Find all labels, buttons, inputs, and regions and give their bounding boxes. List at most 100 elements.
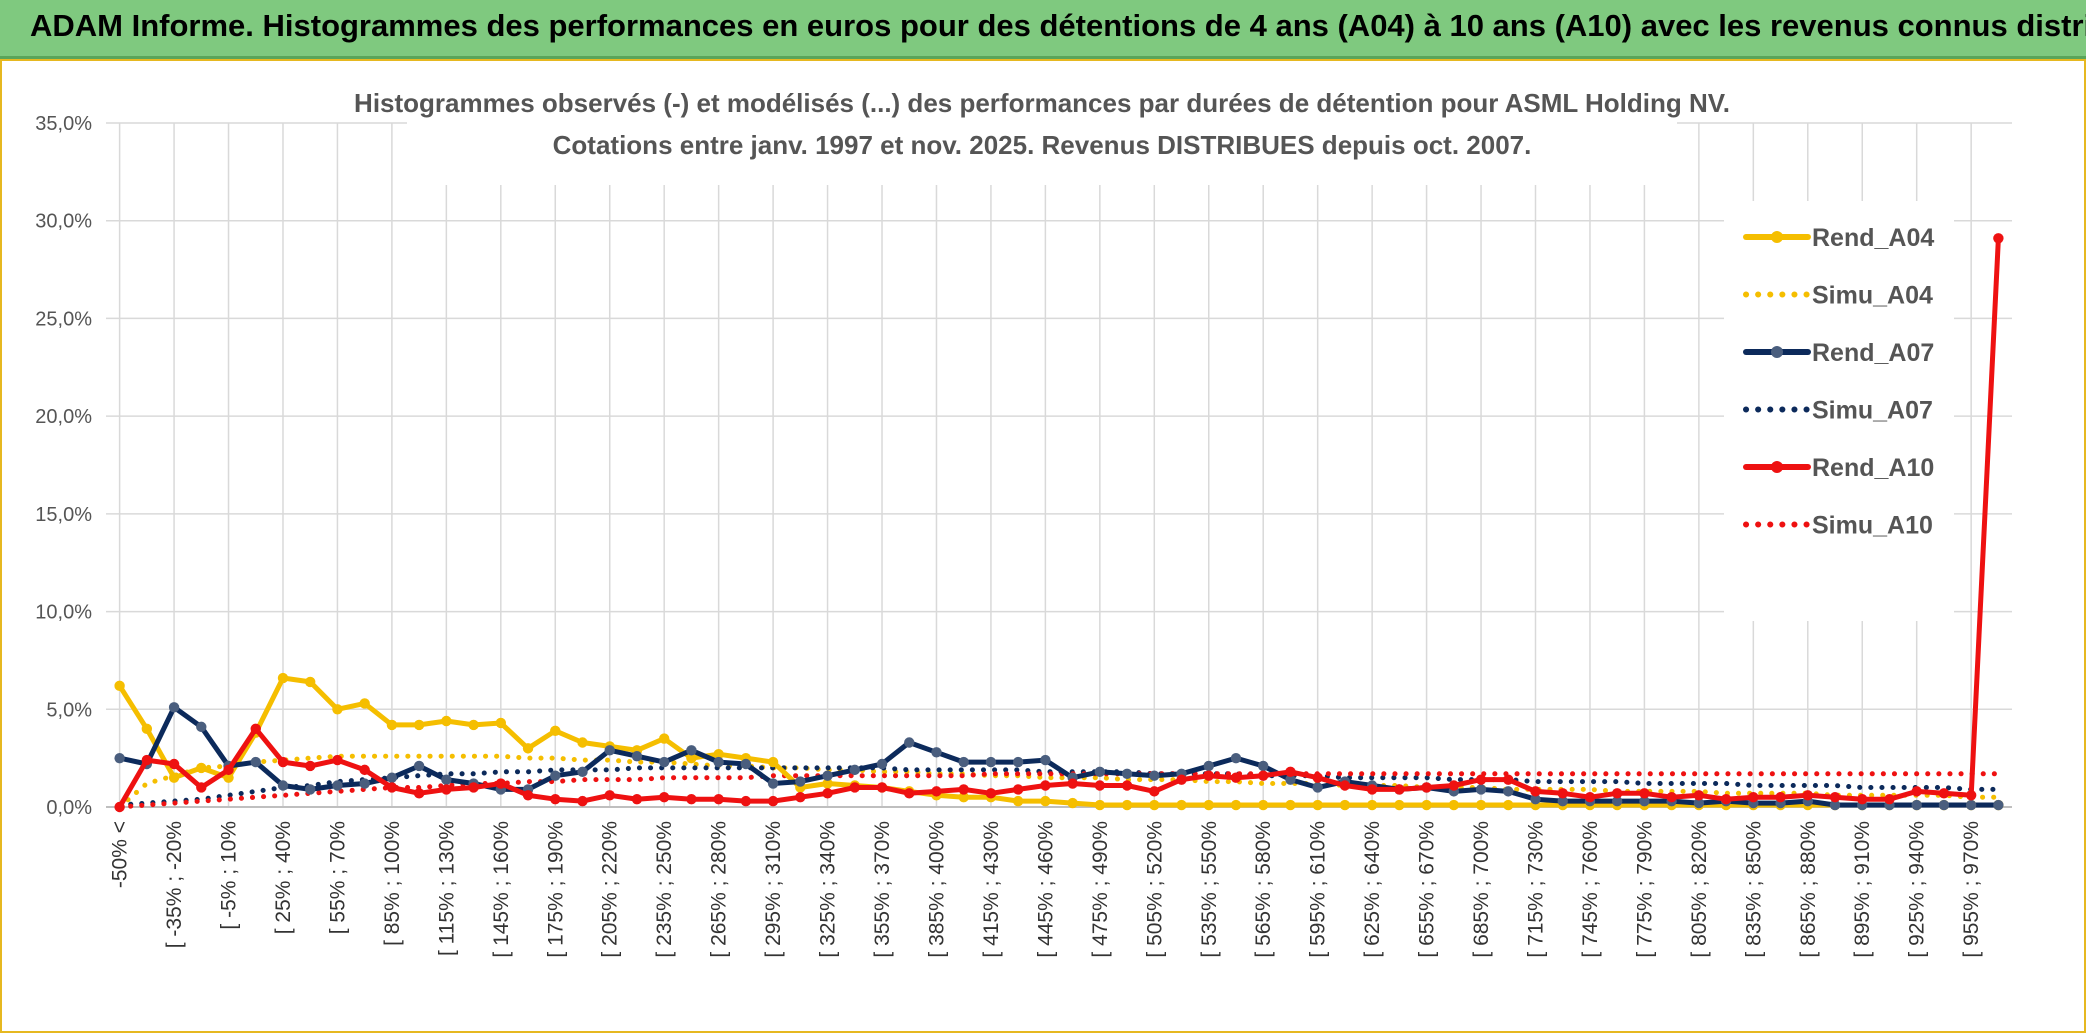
- data-point-Rend_A10: [1094, 780, 1106, 791]
- data-point-Rend_A10: [849, 782, 860, 793]
- data-point-Rend_A07: [1121, 768, 1133, 779]
- x-tick-label: [ 415% ; 430%: [980, 821, 1003, 958]
- data-point-Rend_A10: [168, 758, 180, 770]
- legend-label-Simu_A04: Simu_A04: [1812, 282, 1933, 310]
- data-point-Rend_A10: [713, 793, 724, 805]
- data-point-Rend_A10: [1067, 778, 1078, 789]
- data-point-Rend_A07: [550, 770, 561, 781]
- data-point-Rend_A10: [1530, 786, 1541, 797]
- y-tick-label: 20,0%: [35, 406, 92, 428]
- x-tick-label: [ 25% ; 40%: [272, 821, 295, 934]
- data-point-Rend_A10: [631, 793, 643, 805]
- x-tick-label: [ 775% ; 790%: [1633, 821, 1656, 958]
- data-point-Rend_A10: [1938, 788, 1950, 799]
- data-point-Rend_A04: [1475, 799, 1487, 811]
- data-point-Rend_A10: [767, 795, 779, 807]
- data-point-Rend_A07: [1258, 760, 1269, 772]
- x-tick-label: [ 655% ; 670%: [1416, 821, 1439, 958]
- data-point-Rend_A04: [277, 672, 289, 684]
- legend-label-Simu_A10: Simu_A10: [1812, 512, 1933, 540]
- data-point-Rend_A07: [795, 776, 806, 787]
- data-point-Rend_A07: [359, 778, 370, 789]
- series-line-Simu_A10: [117, 771, 2001, 810]
- data-point-Rend_A10: [1394, 784, 1405, 795]
- data-point-Rend_A04: [1067, 797, 1078, 809]
- data-point-Rend_A10: [332, 754, 343, 766]
- x-tick-label: [ 385% ; 400%: [925, 821, 948, 958]
- y-tick-label: 30,0%: [35, 211, 92, 233]
- x-tick-label: [ 265% ; 280%: [708, 821, 731, 958]
- data-point-Rend_A07: [305, 784, 316, 795]
- data-point-Rend_A07: [713, 756, 724, 768]
- data-point-Rend_A10: [277, 756, 289, 768]
- data-point-Rend_A04: [658, 733, 670, 744]
- y-tick-label: 10,0%: [35, 602, 92, 624]
- data-point-Rend_A07: [441, 774, 452, 785]
- legend-label-Simu_A07: Simu_A07: [1812, 397, 1933, 425]
- data-point-Rend_A07: [577, 766, 588, 778]
- x-tick-label: [ 175% ; 190%: [544, 821, 567, 958]
- legend-marker-Rend_A04: [1771, 231, 1783, 243]
- chart-title: Histogrammes observés (-) et modélisés (…: [354, 88, 1730, 118]
- data-point-Rend_A07: [1693, 797, 1705, 809]
- line-chart: 0,0% 5,0% 10,0% 15,0% 20,0% 25,0% 30,0% 35,0% -5…: [35, 81, 2012, 958]
- data-point-Rend_A10: [413, 788, 425, 799]
- data-point-Rend_A10: [522, 790, 534, 801]
- legend-label-Rend_A07: Rend_A07: [1812, 339, 1934, 367]
- x-tick-label: [ 145% ; 160%: [490, 821, 513, 958]
- data-point-Rend_A10: [1639, 788, 1650, 799]
- data-point-Rend_A10: [904, 788, 915, 799]
- data-point-Rend_A10: [795, 792, 806, 803]
- data-point-Rend_A07: [822, 770, 833, 781]
- data-point-Rend_A10: [1965, 790, 1977, 801]
- data-point-Rend_A10: [1312, 772, 1323, 783]
- data-point-Rend_A07: [332, 780, 343, 791]
- y-tick-label: 5,0%: [46, 699, 92, 721]
- legend-background: [1724, 201, 1954, 621]
- x-tick-label: [ 745% ; 760%: [1579, 821, 1602, 958]
- data-point-Rend_A04: [1421, 799, 1432, 811]
- data-point-Rend_A10: [1040, 780, 1051, 791]
- data-point-Rend_A04: [495, 717, 507, 729]
- data-point-Rend_A07: [196, 721, 207, 733]
- data-point-Rend_A04: [468, 719, 479, 731]
- data-point-Rend_A07: [1611, 795, 1623, 807]
- legend-label-Rend_A10: Rend_A10: [1812, 454, 1934, 482]
- data-point-Rend_A07: [1094, 766, 1106, 778]
- data-point-Rend_A10: [1366, 784, 1378, 795]
- data-point-Rend_A04: [332, 704, 343, 715]
- data-point-Rend_A04: [1285, 799, 1296, 811]
- data-point-Rend_A04: [1258, 799, 1269, 811]
- data-point-Rend_A04: [1094, 799, 1106, 811]
- data-point-Rend_A10: [1230, 772, 1242, 783]
- data-point-Rend_A10: [1748, 792, 1759, 803]
- data-point-Rend_A10: [577, 795, 588, 807]
- data-point-Rend_A10: [604, 790, 615, 801]
- data-point-Rend_A07: [1475, 784, 1487, 795]
- x-tick-label: [ 445% ; 460%: [1034, 821, 1057, 958]
- data-point-Rend_A10: [1884, 793, 1895, 805]
- data-point-Rend_A10: [1666, 792, 1677, 803]
- data-point-Rend_A07: [1829, 799, 1841, 811]
- data-point-Rend_A07: [985, 756, 997, 768]
- x-tick-label: [ -5% ; 10%: [218, 821, 241, 930]
- data-point-Rend_A04: [1394, 799, 1405, 811]
- x-tick-label: -50% <: [109, 821, 132, 888]
- data-point-Rend_A07: [1530, 793, 1541, 805]
- x-tick-label: [ 115% ; 130%: [435, 821, 458, 956]
- data-point-Rend_A10: [1258, 770, 1269, 781]
- data-point-Rend_A04: [686, 752, 697, 764]
- data-point-Rend_A10: [1285, 766, 1296, 778]
- data-point-Rend_A10: [305, 760, 316, 772]
- series-line-Rend_A10: [117, 235, 2001, 810]
- x-tick-label: [ 595% ; 610%: [1307, 821, 1330, 958]
- data-point-Rend_A07: [168, 702, 180, 713]
- data-point-Rend_A04: [1448, 799, 1460, 811]
- data-point-Rend_A07: [876, 758, 888, 770]
- data-point-Rend_A10: [876, 782, 888, 793]
- series-line-Simu_A04: [117, 753, 2001, 810]
- data-point-Rend_A07: [1203, 760, 1214, 772]
- data-point-Rend_A04: [305, 676, 316, 688]
- data-point-Rend_A04: [141, 723, 153, 735]
- x-tick-label: [ 565% ; 580%: [1252, 821, 1275, 958]
